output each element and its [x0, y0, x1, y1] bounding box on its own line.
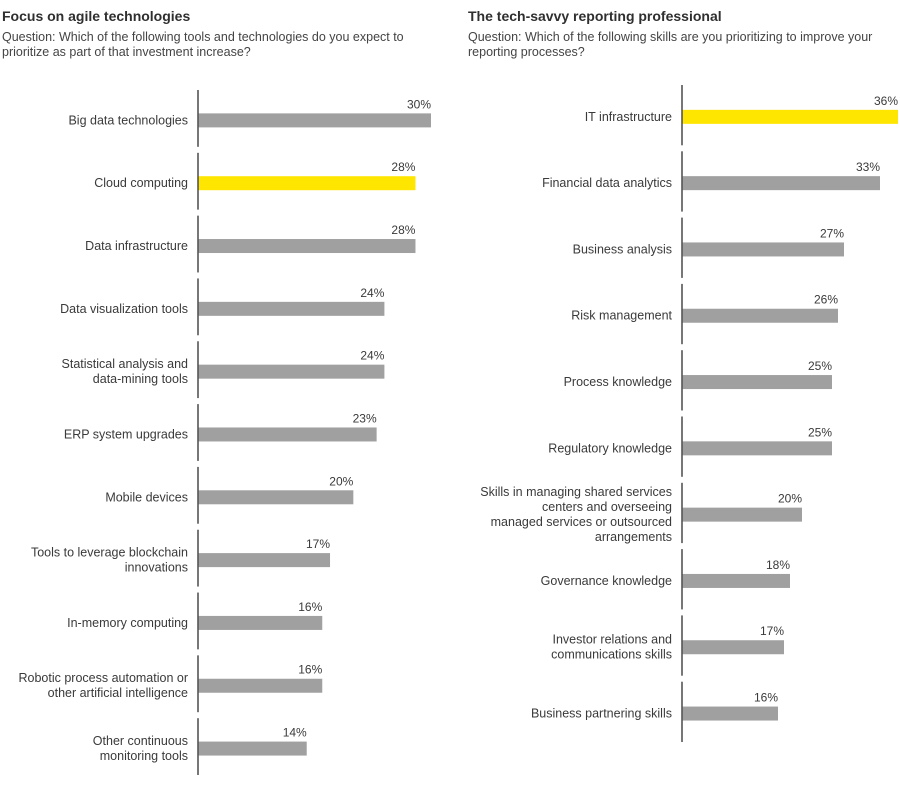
left-chart-plot: 30% Big data technologies 28% Cloud computi… — [18, 90, 431, 775]
right-bar — [682, 441, 832, 456]
left-bar — [198, 301, 385, 316]
right-bar-value-label: 27% — [820, 226, 844, 240]
left-bar-value-label: 28% — [391, 160, 415, 174]
right-bar-value-label: 20% — [778, 492, 802, 506]
left-category-label: Other continuous monitoring tools — [93, 734, 188, 763]
left-bar-value-label: 16% — [298, 600, 322, 614]
left-bar-value-label: 24% — [360, 349, 384, 363]
right-category-label: Business partnering skills — [531, 707, 672, 721]
right-bar-value-label: 26% — [814, 293, 838, 307]
right-bar-value-label: 25% — [808, 359, 832, 373]
right-bar — [682, 706, 778, 721]
right-category-label: IT infrastructure — [585, 110, 672, 124]
left-bar-value-label: 14% — [283, 726, 307, 740]
right-bar-value-label: 18% — [766, 558, 790, 572]
left-bar-value-label: 16% — [298, 663, 322, 677]
right-category-label: Financial data analytics — [542, 176, 672, 190]
left-category-label: In-memory computing — [67, 616, 188, 630]
left-category-label: Big data technologies — [68, 113, 188, 127]
left-bar — [198, 490, 354, 505]
left-category-label: Robotic process automation or other artif… — [18, 671, 188, 700]
left-bar — [198, 427, 377, 442]
left-bar — [198, 678, 323, 693]
left-bar-value-label: 23% — [353, 411, 377, 425]
left-bar-value-label: 28% — [391, 223, 415, 237]
right-category-label: Skills in managing shared services center… — [480, 485, 672, 544]
right-bar — [682, 507, 802, 522]
right-bar — [682, 242, 844, 257]
left-bar-value-label: 24% — [360, 286, 384, 300]
left-bar — [198, 741, 307, 756]
left-bar — [198, 176, 416, 191]
right-bar-value-label: 16% — [754, 691, 778, 705]
left-bar — [198, 113, 431, 128]
left-bar-value-label: 30% — [407, 97, 431, 111]
right-bar — [682, 573, 790, 588]
right-category-label: Process knowledge — [564, 375, 672, 389]
right-bar-value-label: 25% — [808, 425, 832, 439]
right-category-label: Risk management — [571, 309, 672, 323]
left-bar — [198, 239, 416, 254]
left-category-label: Data visualization tools — [60, 302, 188, 316]
right-bar — [682, 109, 898, 124]
left-category-label: Statistical analysis and data-mining tool… — [62, 357, 189, 386]
left-bar — [198, 364, 385, 379]
left-bar-value-label: 17% — [306, 537, 330, 551]
right-category-label: Investor relations and communications ski… — [551, 633, 672, 662]
right-category-label: Business analysis — [573, 242, 672, 256]
right-bar-value-label: 17% — [760, 624, 784, 638]
right-category-label: Governance knowledge — [541, 574, 672, 588]
right-bar — [682, 176, 880, 191]
right-bar — [682, 375, 832, 390]
left-bar — [198, 615, 323, 630]
right-chart-title: The tech-savvy reporting professional — [468, 8, 722, 24]
left-chart-title: Focus on agile technologies — [2, 8, 191, 24]
left-chart-question: Question: Which of the following tools a… — [2, 30, 404, 59]
left-category-label: Mobile devices — [105, 490, 188, 504]
left-category-label: ERP system upgrades — [64, 427, 188, 441]
right-chart-question: Question: Which of the following skills … — [468, 30, 873, 59]
right-bar-value-label: 36% — [874, 94, 898, 108]
right-chart-plot: 36% IT infrastructure 33% Financial data an… — [480, 85, 898, 742]
left-category-label: Data infrastructure — [85, 239, 188, 253]
left-bar-value-label: 20% — [329, 474, 353, 488]
left-category-label: Tools to leverage blockchain innovations — [31, 546, 188, 575]
right-bar — [682, 308, 838, 323]
right-bar-value-label: 33% — [856, 160, 880, 174]
left-category-label: Cloud computing — [94, 176, 188, 190]
right-bar — [682, 640, 784, 655]
right-category-label: Regulatory knowledge — [548, 441, 672, 455]
left-bar — [198, 553, 331, 568]
